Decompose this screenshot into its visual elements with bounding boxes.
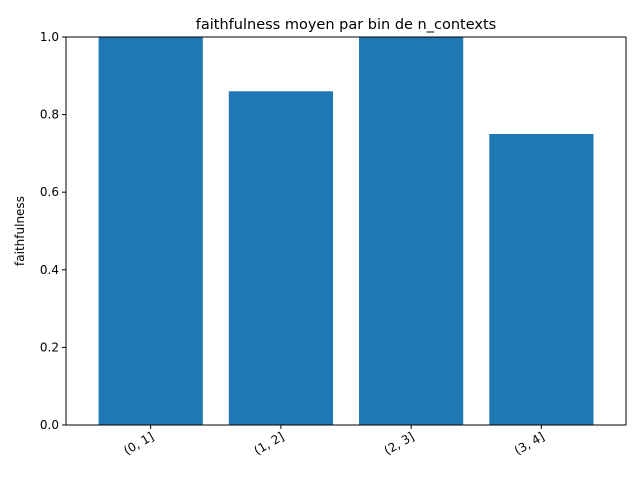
x-axis-ticks: (0, 1] (1, 2] (2, 3] (3, 4] [121, 425, 547, 458]
y-tick-label: 0.0 [40, 418, 59, 432]
y-tick-label: 0.6 [40, 185, 59, 199]
chart-title: faithfulness moyen par bin de n_contexts [196, 17, 496, 33]
bar-2 [228, 91, 333, 426]
y-tick-label: 0.4 [40, 263, 59, 277]
y-axis-ticks: 0.0 0.2 0.4 0.6 0.8 1.0 [40, 30, 66, 432]
y-tick-label: 1.0 [40, 30, 59, 44]
y-axis-label: faithfulness [13, 196, 27, 266]
y-tick-label: 0.8 [40, 108, 59, 122]
bars-layer [98, 37, 594, 426]
x-tick-label: (3, 4] [512, 429, 547, 457]
bar-3 [359, 37, 464, 425]
plot-area-frame [65, 36, 627, 426]
x-tick-label: (0, 1] [121, 429, 156, 457]
bar-1 [98, 37, 203, 425]
x-tick-label: (2, 3] [382, 429, 417, 457]
x-tick-label: (1, 2] [251, 429, 286, 457]
y-tick-label: 0.2 [40, 340, 59, 354]
bar-4 [489, 134, 594, 425]
